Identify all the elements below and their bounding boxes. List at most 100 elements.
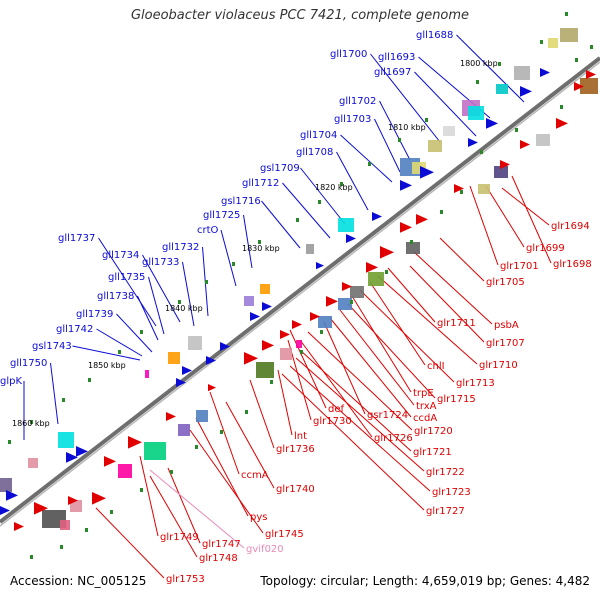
gene-arrow — [104, 456, 116, 467]
gene-block — [188, 336, 202, 350]
gene-arrow — [520, 140, 530, 149]
gene-arrow — [372, 212, 382, 221]
track-dot — [340, 182, 343, 186]
reverse-gene-label: ccdA — [413, 413, 437, 424]
gene-arrow — [310, 312, 320, 321]
reverse-leader-line — [289, 365, 431, 492]
track-dot — [118, 350, 121, 354]
gene-block — [244, 296, 254, 306]
gene-arrow — [346, 234, 356, 243]
summary-text: Topology: circular; Length: 4,659,019 bp… — [260, 574, 590, 588]
gene-arrow — [292, 320, 302, 329]
track-dot — [560, 105, 563, 109]
forward-leader-line — [336, 151, 369, 211]
gene-arrow — [0, 506, 10, 515]
forward-leader-line — [148, 276, 165, 335]
forward-gene-label: gll1697 — [374, 67, 411, 78]
gene-arrow — [556, 118, 568, 129]
forward-leader-line — [98, 237, 157, 327]
forward-gene-label: glpK — [0, 376, 22, 387]
gene-arrow — [250, 312, 260, 321]
reverse-gene-label: glr1722 — [426, 467, 465, 478]
gene-block — [350, 286, 364, 298]
gene-block — [144, 442, 166, 460]
forward-leader-line — [96, 328, 143, 357]
forward-leader-line — [182, 261, 195, 327]
gene-block — [306, 244, 314, 254]
gene-block — [70, 500, 82, 512]
gene-arrow — [380, 246, 394, 259]
forward-leader-line — [142, 254, 181, 323]
track-dot — [480, 150, 483, 154]
track-dot — [590, 45, 593, 49]
reverse-gene-label: def — [328, 404, 345, 415]
reverse-gene-label: glr1736 — [276, 444, 315, 455]
track-dot — [60, 545, 63, 549]
track-dot — [270, 380, 273, 384]
gene-arrow — [586, 70, 596, 79]
genome-backbone-shadow — [0, 61, 600, 527]
accession-text: Accession: NC_005125 — [10, 574, 147, 588]
gene-arrow — [540, 68, 550, 77]
gene-arrow — [14, 522, 24, 531]
gene-block — [514, 66, 530, 80]
kbp-tick-label: 1800 kbp — [460, 59, 498, 68]
track-dot — [368, 162, 371, 166]
forward-leader-line — [261, 200, 301, 249]
forward-leader-line — [116, 313, 153, 353]
forward-leader-line — [72, 345, 141, 361]
gene-arrow — [342, 282, 352, 291]
forward-gene-label: gll1737 — [58, 233, 95, 244]
track-dot — [385, 270, 388, 274]
reverse-leader-line — [409, 265, 485, 343]
track-dot — [205, 280, 208, 284]
reverse-leader-line — [351, 295, 412, 393]
reverse-leader-line — [95, 507, 165, 579]
gene-arrow — [66, 452, 78, 463]
gene-block — [296, 340, 302, 348]
reverse-leader-line — [167, 467, 201, 544]
genome-backbone — [0, 56, 600, 524]
reverse-gene-label: glr1698 — [553, 259, 592, 270]
kbp-tick-label: 1860 kbp — [12, 419, 50, 428]
gene-arrow — [468, 138, 478, 147]
reverse-leader-line — [299, 339, 373, 438]
gene-block — [28, 458, 38, 468]
forward-gene-label: gll1733 — [142, 257, 179, 268]
reverse-leader-line — [439, 237, 485, 282]
track-dot — [178, 300, 181, 304]
forward-gene-label: gll1739 — [76, 309, 113, 320]
gene-block — [560, 28, 578, 42]
gene-block — [494, 166, 508, 178]
track-dot — [540, 40, 543, 44]
reverse-gene-label: glr1694 — [551, 221, 590, 232]
reverse-leader-line — [387, 267, 436, 323]
forward-leader-line — [137, 295, 159, 341]
kbp-tick-label: 1810 kbp — [388, 123, 426, 132]
gene-block — [0, 478, 12, 492]
kbp-tick-label: 1840 kbp — [165, 304, 203, 313]
forward-gene-label: gll1750 — [10, 358, 47, 369]
gene-arrow — [68, 496, 78, 505]
gene-arrow — [92, 492, 106, 505]
gene-block — [548, 38, 558, 48]
gene-block — [260, 284, 270, 294]
gene-arrow — [400, 222, 412, 233]
forward-gene-label: gll1732 — [162, 242, 199, 253]
reverse-gene-label: glr1721 — [413, 447, 452, 458]
track-dot — [425, 118, 428, 122]
track-dot — [85, 528, 88, 532]
reverse-gene-label: lnt — [294, 431, 307, 442]
reverse-gene-label: trxA — [416, 401, 437, 412]
reverse-gene-label: glr1699 — [526, 243, 565, 254]
forward-gene-label: gsl1743 — [32, 341, 72, 352]
gene-block — [338, 218, 354, 232]
reverse-gene-label: glr1707 — [486, 338, 525, 349]
gene-arrow — [280, 330, 290, 339]
gene-block — [536, 134, 550, 146]
reverse-gene-label: glr1720 — [414, 426, 453, 437]
reverse-gene-label: glr1747 — [202, 539, 241, 550]
forward-leader-line — [340, 134, 393, 183]
reverse-leader-line — [329, 317, 412, 418]
